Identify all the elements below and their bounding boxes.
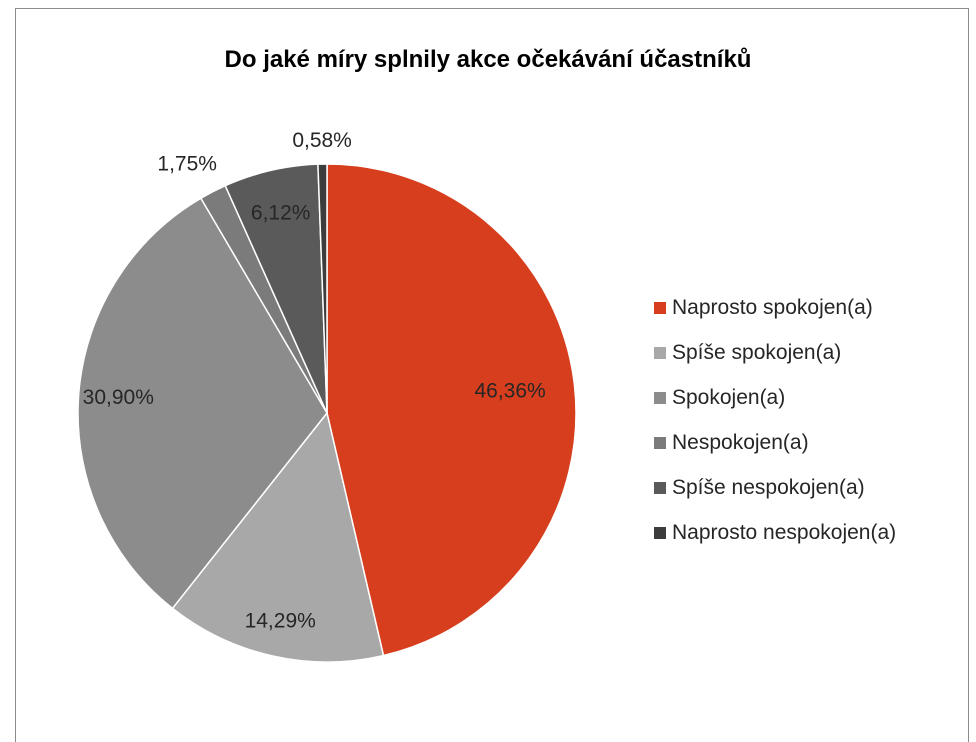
- legend-swatch: [654, 526, 666, 539]
- legend-label: Spokojen(a): [672, 385, 786, 409]
- legend-label: Spíše nespokojen(a): [672, 475, 865, 499]
- chart-title: Do jaké míry splnily akce očekávání účas…: [224, 46, 752, 73]
- data-label-6: 0,58%: [292, 129, 352, 152]
- legend-label: Spíše spokojen(a): [672, 340, 842, 364]
- legend-item-1: Naprosto spokojen(a): [654, 285, 896, 330]
- data-label-4: 1,75%: [157, 153, 217, 176]
- legend-label: Naprosto spokojen(a): [672, 295, 873, 319]
- legend-item-5: Spíše nespokojen(a): [654, 465, 896, 510]
- legend-swatch: [654, 301, 666, 314]
- legend-item-3: Spokojen(a): [654, 375, 896, 420]
- pie-slice-1: [326, 163, 577, 657]
- legend-swatch: [654, 346, 666, 359]
- legend-swatch: [654, 436, 666, 449]
- legend-swatch: [654, 481, 666, 494]
- legend-item-2: Spíše spokojen(a): [654, 330, 896, 375]
- legend-label: Naprosto nespokojen(a): [672, 520, 897, 544]
- data-label-5: 6,12%: [251, 202, 311, 225]
- data-label-1: 46,36%: [474, 380, 545, 403]
- data-label-2: 14,29%: [245, 610, 316, 633]
- legend-swatch: [654, 391, 666, 404]
- pie-slice-2: [171, 411, 385, 663]
- pie-slice-3: [77, 197, 328, 610]
- legend-label: Nespokojen(a): [672, 430, 809, 454]
- pie-slice-6: [317, 163, 328, 414]
- legend-item-4: Nespokojen(a): [654, 420, 896, 465]
- data-label-3: 30,90%: [83, 386, 154, 409]
- legend-item-6: Naprosto nespokojen(a): [654, 510, 896, 555]
- legend: Naprosto spokojen(a) Spíše spokojen(a) Spo…: [654, 285, 896, 555]
